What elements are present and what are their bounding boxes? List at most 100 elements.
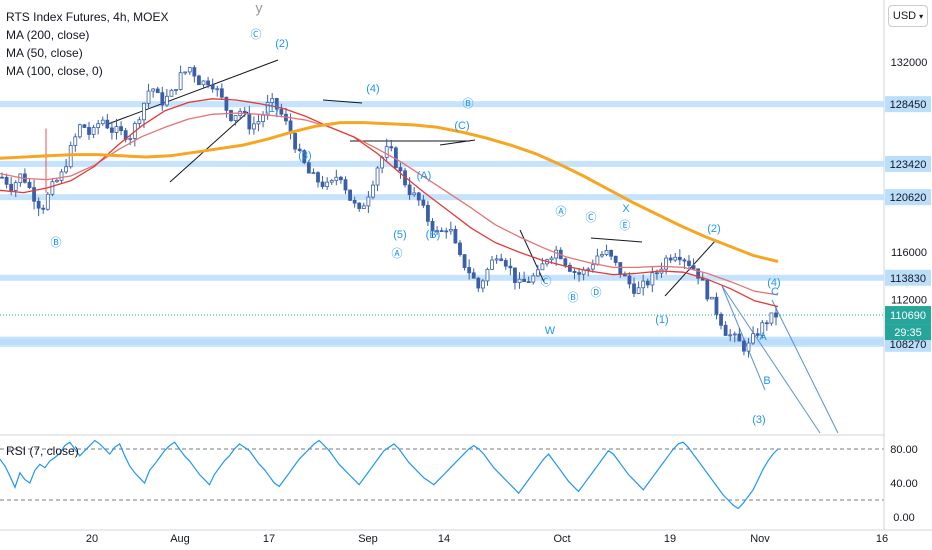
candle (430, 218, 435, 238)
candle (636, 281, 641, 295)
wave-label: (3) (752, 414, 765, 426)
candle (357, 202, 362, 212)
candle-body (723, 324, 728, 336)
candle-body (192, 67, 197, 77)
candle (219, 83, 224, 100)
candle-body (513, 267, 517, 283)
candle-body (114, 126, 119, 133)
candle-body (210, 84, 215, 90)
candle-body (233, 115, 238, 122)
level-badge-120620 (885, 189, 931, 206)
candle-body (751, 333, 756, 344)
candle-body (462, 254, 467, 268)
moving-averages (0, 98, 779, 308)
chevron-down-icon: ▾ (919, 11, 924, 21)
time-tick-label: 20 (86, 533, 98, 545)
candle-body (426, 204, 430, 222)
price-tick-label: 116000 (891, 247, 927, 259)
candle-body (732, 333, 737, 336)
candle-body (650, 272, 655, 286)
candle (480, 278, 485, 293)
candle-body (361, 205, 366, 209)
candle-body (742, 340, 746, 352)
candle-body (50, 181, 55, 195)
wave-label: X (622, 203, 630, 215)
time-tick-label: Oct (553, 533, 570, 545)
candle-body (197, 75, 201, 86)
level-band-128450 (0, 101, 884, 108)
currency-label: USD (892, 10, 917, 22)
wave-label: Ⓒ (586, 211, 597, 224)
candle (96, 120, 101, 135)
candle-body (412, 192, 417, 196)
candle-body (714, 296, 719, 315)
candle (155, 86, 160, 94)
candle (192, 65, 197, 83)
candle (494, 254, 499, 264)
candle-body (563, 258, 568, 266)
candle (719, 312, 723, 330)
level-badge-label: 113830 (890, 273, 926, 285)
candle (320, 175, 325, 190)
candle-body (329, 180, 334, 183)
candle (233, 115, 238, 126)
candle (384, 138, 389, 161)
wave-label: (1) (655, 314, 668, 326)
time-tick-label: 19 (664, 533, 676, 545)
candle-body (357, 202, 362, 209)
candle (535, 264, 540, 278)
candle (229, 109, 233, 123)
candle-body (503, 260, 508, 267)
candle (421, 194, 426, 209)
candle-body (320, 181, 325, 188)
candle-body (339, 176, 343, 181)
candle-body (554, 249, 559, 259)
level-band-113830 (0, 274, 884, 281)
candle-body (540, 263, 545, 271)
candle-body (719, 313, 723, 326)
candle (600, 251, 604, 258)
time-tick-label: Aug (170, 533, 190, 545)
candle (499, 253, 504, 262)
candle-body (577, 272, 581, 275)
candle-body (302, 150, 307, 164)
candle (4, 173, 9, 189)
candle (343, 176, 348, 195)
candle (197, 74, 201, 86)
candle-body (769, 312, 774, 324)
level-band-108270 (0, 340, 884, 347)
level-badge-label: 108270 (890, 339, 927, 351)
candle (215, 85, 220, 97)
candle-body (293, 132, 298, 150)
candle (503, 257, 508, 270)
candle (77, 123, 82, 139)
wave-label: (A) (417, 170, 432, 182)
candle (297, 143, 302, 152)
candle (110, 121, 114, 140)
candle-body (151, 88, 156, 92)
candle-body (535, 269, 540, 277)
candle-body (384, 146, 389, 158)
ma200-line (0, 121, 779, 263)
candle (476, 276, 481, 293)
candle-body (480, 280, 485, 289)
candle (755, 328, 760, 338)
candle (59, 168, 64, 184)
wave-label: Ⓐ (392, 247, 403, 260)
last-price-badge (885, 306, 931, 325)
candle-body (41, 207, 46, 210)
candle (316, 171, 320, 188)
candle (746, 338, 751, 358)
candle-body (572, 270, 577, 273)
candle (517, 272, 522, 289)
candle-body (27, 181, 32, 188)
candle (36, 197, 41, 217)
candle (728, 328, 733, 342)
candle (595, 248, 600, 266)
candle-body (439, 230, 444, 232)
currency-button[interactable]: USD ▾ (888, 5, 928, 27)
candles (0, 65, 778, 358)
candle-body (398, 167, 403, 172)
candle (508, 258, 513, 276)
